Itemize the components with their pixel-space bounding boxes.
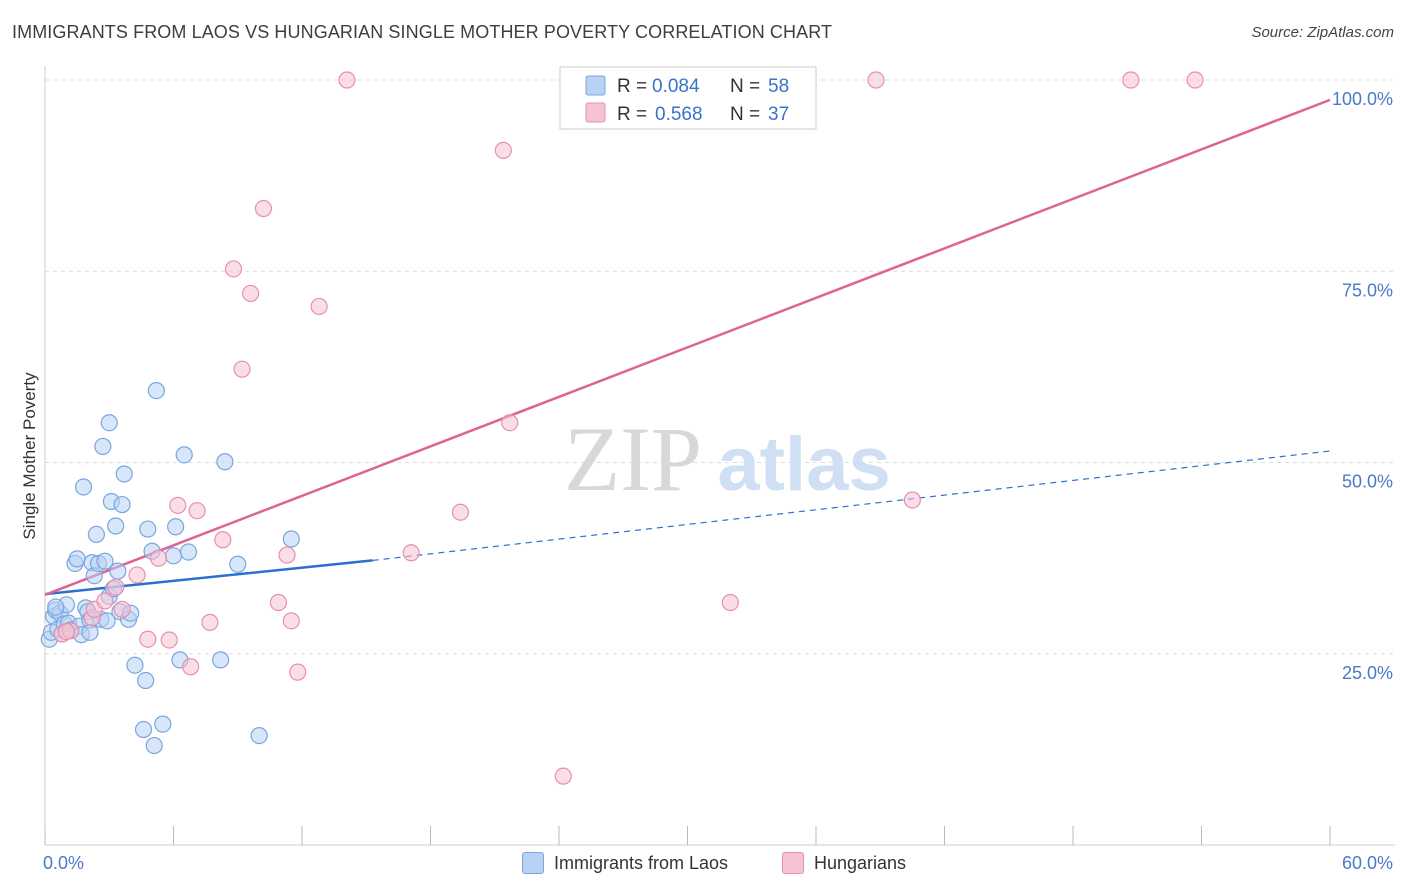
point-laos-28 — [100, 414, 118, 432]
source-credit: Source: ZipAtlas.com — [1251, 24, 1394, 41]
trend-line-laos — [44, 559, 373, 596]
watermark-zip: ZIP — [564, 408, 702, 510]
point-laos-57 — [81, 623, 99, 641]
point-hungarians-21 — [278, 546, 296, 564]
x-tick-label-min: 0.0% — [43, 853, 84, 873]
point-laos-35 — [115, 465, 133, 483]
chart-title: IMMIGRANTS FROM LAOS VS HUNGARIAN SINGLE… — [12, 22, 833, 42]
legend-r-label-1: R = — [617, 76, 647, 97]
legend-swatch-blue — [585, 75, 606, 96]
legend-n-label-1: N = — [730, 76, 760, 97]
point-laos-52 — [216, 453, 234, 471]
legend-n-label-2: N = — [730, 104, 760, 125]
data-points — [40, 71, 1204, 785]
point-laos-34 — [113, 495, 131, 514]
point-hungarians-13 — [188, 502, 206, 520]
point-hungarians-11 — [169, 496, 187, 514]
point-hungarians-17 — [233, 360, 251, 378]
trend-lines — [44, 98, 1331, 597]
point-laos-55 — [282, 530, 300, 548]
point-hungarians-31 — [721, 593, 739, 612]
point-laos-41 — [139, 520, 157, 538]
point-hungarians-4 — [96, 592, 114, 610]
point-laos-15 — [74, 478, 93, 496]
y-tick-label-100: 100.0% — [1332, 89, 1393, 109]
point-laos-47 — [167, 518, 185, 536]
point-laos-32 — [109, 562, 127, 580]
point-hungarians-18 — [242, 284, 260, 303]
point-laos-38 — [126, 656, 144, 674]
point-hungarians-34 — [1122, 71, 1140, 89]
point-laos-25 — [96, 552, 114, 570]
point-hungarians-29 — [501, 414, 519, 432]
point-hungarians-22 — [282, 612, 300, 630]
legend-n-value-2: 37 — [768, 104, 789, 125]
point-hungarians-33 — [903, 491, 921, 509]
legend-r-value-2: 0.568 — [655, 104, 703, 125]
legend-r-label-2: R = — [617, 104, 647, 125]
point-laos-40 — [137, 671, 155, 690]
point-hungarians-23 — [289, 663, 307, 681]
point-laos-39 — [134, 720, 153, 739]
legend-label-laos: Immigrants from Laos — [554, 852, 729, 873]
point-laos-21 — [87, 525, 106, 544]
trend-line-hungarians — [44, 98, 1331, 597]
point-laos-46 — [164, 547, 183, 565]
point-hungarians-26 — [402, 544, 420, 562]
point-hungarians-27 — [451, 503, 470, 521]
point-hungarians-10 — [160, 631, 178, 649]
point-laos-44 — [147, 381, 165, 400]
legend-r-value-1: 0.084 — [652, 76, 700, 97]
point-laos-54 — [250, 727, 268, 745]
point-hungarians-24 — [310, 297, 328, 316]
point-laos-50 — [179, 543, 198, 561]
point-laos-53 — [229, 555, 247, 573]
point-hungarians-19 — [254, 199, 273, 218]
point-laos-43 — [145, 736, 163, 755]
point-hungarians-32 — [867, 71, 885, 89]
y-axis-label: Single Mother Poverty — [20, 372, 39, 540]
point-hungarians-30 — [554, 767, 572, 785]
point-hungarians-7 — [128, 566, 146, 584]
point-hungarians-25 — [338, 71, 356, 89]
point-laos-56 — [47, 598, 65, 616]
watermark-atlas: atlas — [717, 422, 890, 507]
legend-swatch-laos — [522, 852, 544, 874]
legend-item-hungarians: Hungarians — [782, 852, 906, 874]
point-hungarians-36 — [57, 622, 76, 641]
watermark: ZIP atlas — [564, 408, 891, 510]
point-laos-49 — [175, 446, 193, 464]
axes — [44, 66, 1395, 846]
point-laos-24 — [94, 437, 112, 456]
legend-swatch-pink — [585, 102, 606, 123]
point-laos-31 — [107, 517, 125, 535]
point-hungarians-16 — [224, 260, 243, 278]
tick-labels: 25.0% 50.0% 75.0% 100.0% 0.0% 60.0% — [43, 89, 1393, 873]
point-hungarians-9 — [149, 549, 168, 567]
legend-stats: R = 0.084 N = 58 R = 0.568 N = 37 — [559, 66, 817, 130]
legend-item-laos: Immigrants from Laos — [522, 852, 728, 874]
point-hungarians-8 — [139, 630, 157, 648]
y-tick-label-50: 50.0% — [1342, 472, 1393, 492]
point-hungarians-20 — [269, 593, 288, 612]
point-laos-12 — [68, 550, 86, 568]
point-hungarians-5 — [107, 578, 125, 596]
y-tick-label-75: 75.0% — [1342, 280, 1393, 300]
point-hungarians-12 — [182, 658, 200, 676]
x-tick-label-max: 60.0% — [1342, 853, 1393, 873]
point-laos-45 — [154, 715, 172, 733]
point-hungarians-15 — [214, 531, 232, 549]
legend-label-hungarians: Hungarians — [814, 852, 907, 873]
point-hungarians-28 — [494, 141, 512, 159]
point-hungarians-35 — [1186, 71, 1204, 89]
y-tick-label-25: 25.0% — [1342, 663, 1393, 683]
legend-n-value-1: 58 — [768, 76, 789, 97]
point-hungarians-14 — [201, 613, 219, 631]
legend-swatch-hungarians — [782, 852, 804, 874]
point-hungarians-6 — [113, 600, 131, 618]
point-laos-51 — [212, 651, 230, 669]
